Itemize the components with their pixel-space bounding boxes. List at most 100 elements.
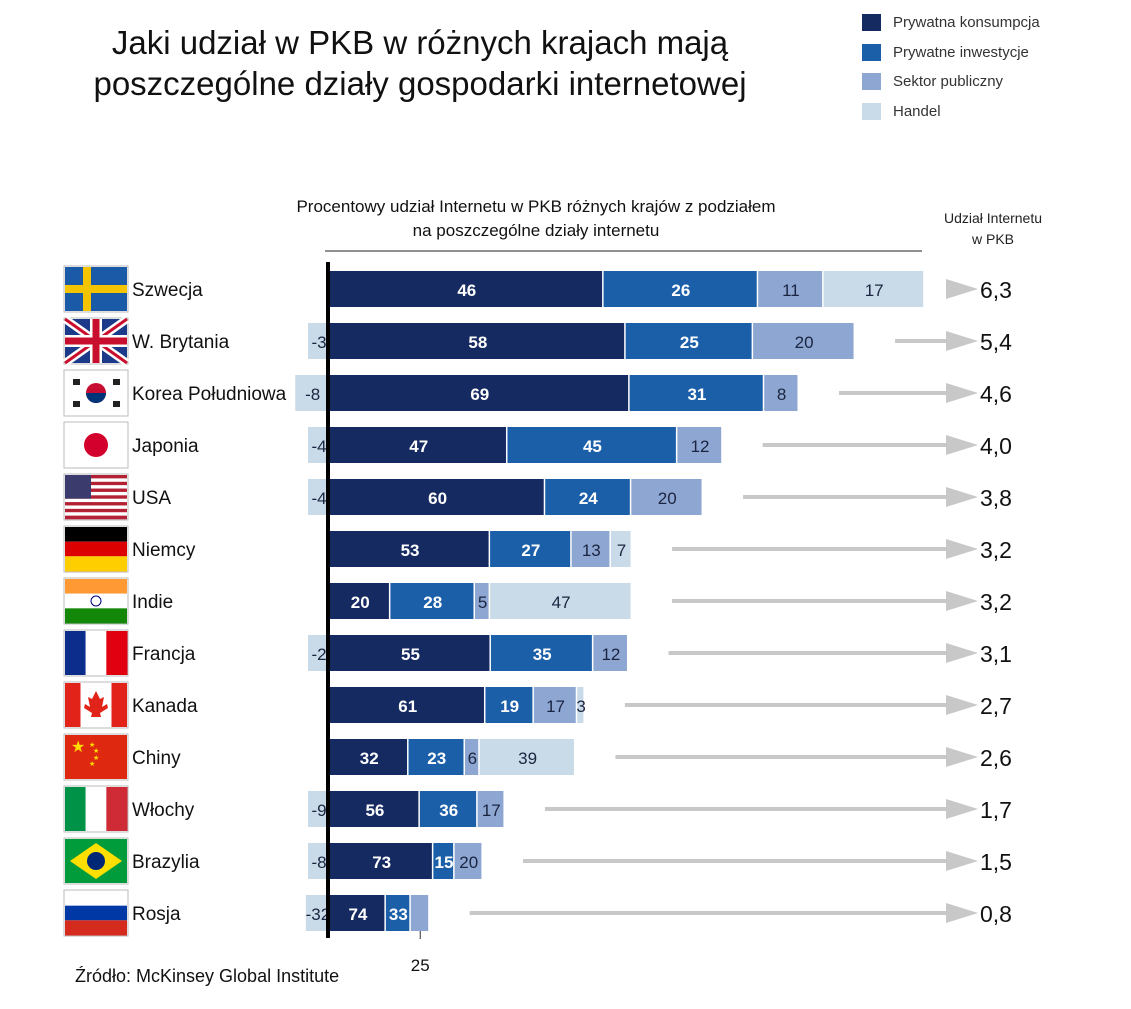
china-flag-icon: ★ ★★★★ (63, 733, 129, 781)
bar-value-label: 19 (500, 697, 519, 716)
bar-value-label: 53 (401, 541, 420, 560)
flag-border (63, 733, 129, 781)
bar-segment (490, 635, 592, 671)
bar-segment (758, 271, 823, 307)
arrow-head-icon (946, 851, 978, 871)
subtitle-line-2: na poszczególne działy internetu (412, 221, 660, 240)
france-flag-icon (63, 629, 129, 677)
bar-segment (631, 479, 702, 515)
arrow-head-icon (946, 799, 978, 819)
bar-value-label: 60 (428, 489, 447, 508)
bar-value-label: -2 (311, 645, 326, 664)
flag-part (65, 787, 86, 831)
flag-part (65, 502, 127, 506)
germany-flag-icon (63, 525, 129, 573)
bar-row: 61 19 17 3 2,7 (330, 687, 1012, 723)
flag-border (63, 785, 129, 833)
bar-row: 20 28 5 47 3,2 (330, 583, 1012, 619)
bar-value-label: 46 (457, 281, 476, 300)
arrow-head-icon (946, 383, 978, 403)
bar-segment (629, 375, 763, 411)
flag-part (65, 488, 127, 493)
flag-part: ★ (93, 754, 99, 762)
bar-segment (330, 895, 385, 931)
flag-part (65, 512, 127, 516)
bar-row: 46 26 11 17 6,3 (330, 271, 1012, 307)
bar-value-label: 74 (348, 905, 367, 924)
legend-label: Prywatne inwestycje (893, 43, 1029, 61)
internet-share-value: 6,3 (980, 277, 1012, 303)
arrow-head-icon (946, 435, 978, 455)
legend-swatch (862, 73, 881, 91)
flag-part (65, 498, 127, 503)
bar-value-label: 32 (360, 749, 379, 768)
flag-border (63, 369, 129, 417)
bar-row: 56 36 17 -9 1,7 (308, 791, 1012, 827)
russia-flag-icon (63, 889, 129, 937)
flag-border (63, 681, 129, 729)
flag-part (90, 595, 102, 607)
flag-part (84, 691, 108, 717)
bar-row: 55 35 12 -2 3,1 (308, 635, 1012, 671)
bar-segment (330, 427, 506, 463)
bar-segment (330, 687, 484, 723)
legend-label: Prywatna konsumpcja (893, 14, 1040, 32)
bar-row: 32 23 6 39 2,6 (330, 739, 1012, 775)
bar-segment (330, 479, 544, 515)
internet-share-value: 3,2 (980, 537, 1012, 563)
bar-value-label: 20 (351, 593, 370, 612)
japan-flag-icon (63, 421, 129, 469)
flag-part (84, 433, 108, 457)
bar-segment (308, 791, 329, 827)
country-label: Szwecja (132, 280, 203, 301)
bar-value-label: 12 (691, 437, 710, 456)
flag-part: ★ (89, 760, 95, 768)
internet-share-value: 1,5 (980, 849, 1012, 875)
flag-border (63, 837, 129, 885)
india-flag-icon (63, 577, 129, 625)
arrow-head-icon (946, 591, 978, 611)
flag-border (63, 317, 129, 365)
bar-segment (295, 375, 329, 411)
bar-value-label: 3 (576, 697, 585, 716)
country-label: Brazylia (132, 852, 200, 873)
right-header-line-1: Udział Internetu (943, 210, 1043, 226)
flag-part (73, 401, 80, 407)
bar-segment (474, 583, 489, 619)
flag-part (65, 920, 127, 936)
flag-part: ★ (93, 747, 99, 755)
flag-border (63, 421, 129, 469)
bar-value-label: 8 (777, 385, 786, 404)
chart-subtitle: Procentowy udział Internetu w PKB różnyc… (230, 195, 842, 243)
country-label: Indie (132, 592, 173, 613)
flag-part (65, 527, 127, 542)
bar-segment (308, 479, 329, 515)
bar-segment (330, 791, 419, 827)
bar-value-label: 27 (521, 541, 540, 560)
flag-part (65, 631, 86, 675)
flag-part (65, 485, 127, 489)
bar-value-label: 13 (582, 541, 601, 560)
bar-segment (330, 271, 603, 307)
bar-segment (308, 843, 329, 879)
bar-row: 58 25 20 -3 5,4 (308, 323, 1012, 359)
bar-value-label: 12 (601, 645, 620, 664)
bar-value-label: 17 (546, 697, 565, 716)
bar-segment (577, 687, 584, 723)
flag-part (65, 505, 127, 510)
legend-swatch (862, 102, 881, 120)
bar-value-label: 23 (427, 749, 446, 768)
bar-value-label: -4 (311, 489, 326, 508)
country-label: Rosja (132, 904, 181, 925)
bar-segment (305, 895, 329, 931)
bar-value-label: 33 (389, 905, 408, 924)
flag-part: ★ (89, 741, 95, 749)
bar-row: 60 24 20 -4 3,8 (308, 479, 1012, 515)
bar-segment (764, 375, 798, 411)
bar-value-label: 20 (459, 853, 478, 872)
internet-share-value: 3,2 (980, 589, 1012, 615)
country-label: Francja (132, 644, 196, 665)
flag-part (65, 285, 127, 293)
flag-part (65, 593, 127, 609)
